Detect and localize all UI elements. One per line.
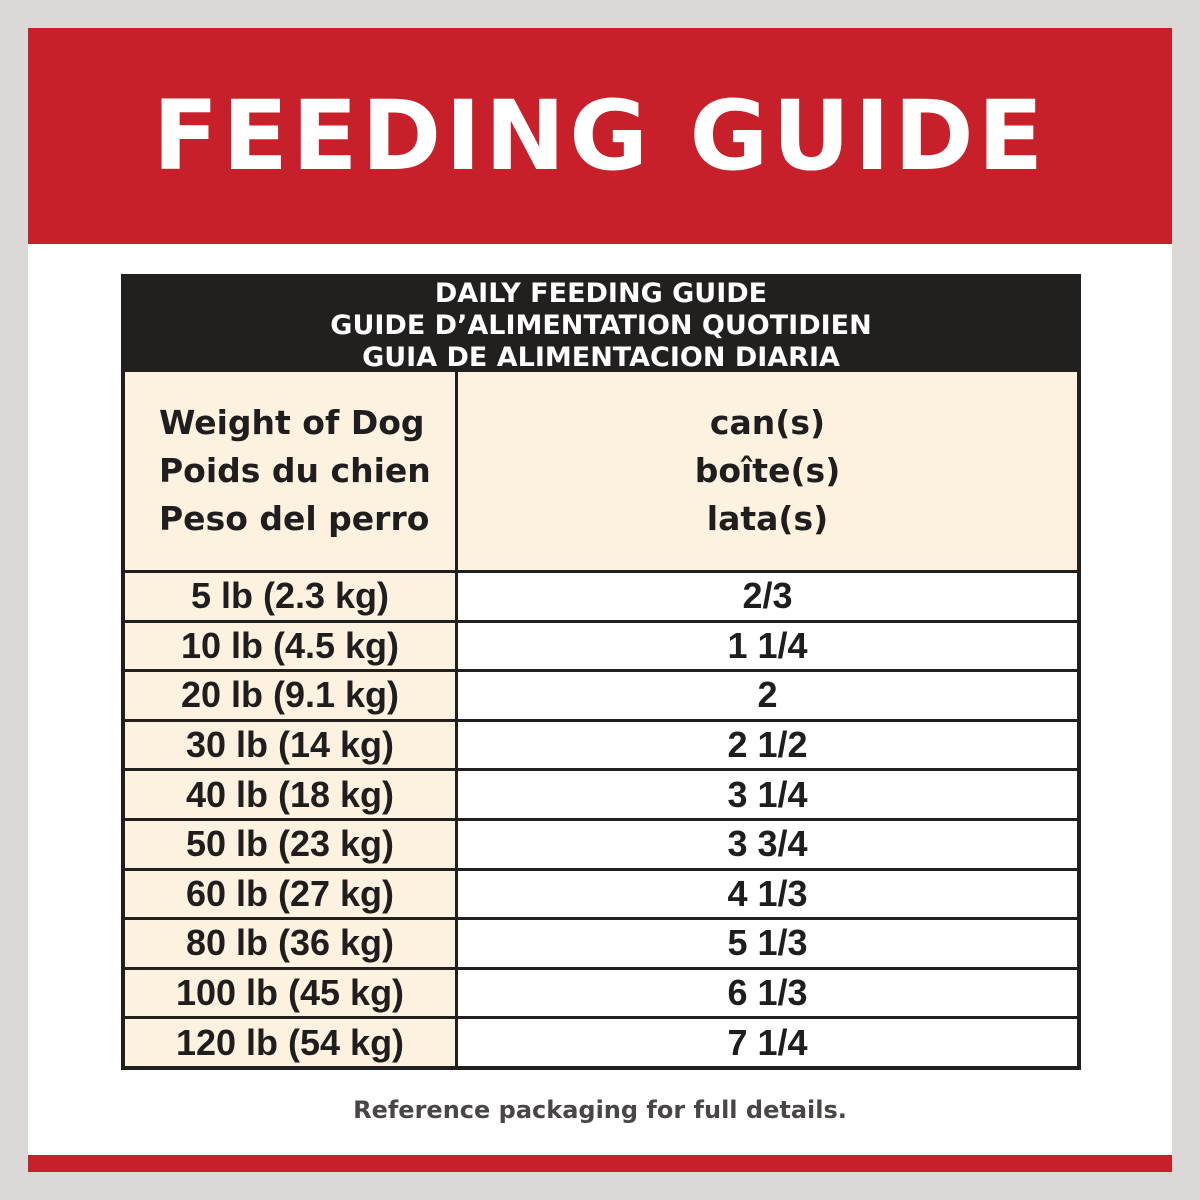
table-title-english: DAILY FEEDING GUIDE (434, 278, 768, 309)
amount-column-header: can(s) boîte(s) lata(s) (458, 372, 1077, 570)
weight-cell: 60 lb (27 kg) (125, 870, 455, 918)
cans-cell: 4 1/3 (458, 870, 1077, 918)
weight-header-spanish: Peso del perro (159, 499, 430, 538)
title-banner: FEEDING GUIDE (28, 28, 1172, 244)
footer-note: Reference packaging for full details. (353, 1096, 847, 1124)
cans-cell: 7 1/4 (458, 1019, 1077, 1066)
cans-cell: 5 1/3 (458, 920, 1077, 967)
weight-cell: 20 lb (9.1 kg) (125, 672, 455, 719)
cans-cell: 2/3 (458, 573, 1077, 620)
amount-header-english: can(s) (709, 403, 826, 442)
weight-cell: 10 lb (4.5 kg) (125, 622, 455, 670)
bottom-accent-bar (28, 1155, 1172, 1172)
weight-header-english: Weight of Dog (159, 403, 425, 442)
cans-cell: 3 3/4 (458, 820, 1077, 868)
weight-cell: 50 lb (23 kg) (125, 820, 455, 868)
page-title: FEEDING GUIDE (152, 80, 1048, 192)
weight-cell: 80 lb (36 kg) (125, 920, 455, 967)
weight-header-french: Poids du chien (159, 451, 431, 490)
weight-cell: 30 lb (14 kg) (125, 721, 455, 769)
feeding-table: DAILY FEEDING GUIDE GUIDE D’ALIMENTATION… (121, 274, 1081, 1070)
cans-cell: 1 1/4 (458, 622, 1077, 670)
amount-header-french: boîte(s) (694, 451, 841, 490)
cans-cell: 3 1/4 (458, 771, 1077, 818)
weight-cell: 120 lb (54 kg) (125, 1019, 455, 1066)
amount-header-spanish: lata(s) (706, 499, 829, 538)
cans-cell: 2 1/2 (458, 721, 1077, 769)
table-title-french: GUIDE D’ALIMENTATION QUOTIDIEN (330, 310, 872, 341)
table-title: DAILY FEEDING GUIDE GUIDE D’ALIMENTATION… (121, 274, 1081, 373)
weight-cell: 100 lb (45 kg) (125, 969, 455, 1017)
weight-cell: 5 lb (2.3 kg) (125, 573, 455, 620)
weight-cell: 40 lb (18 kg) (125, 771, 455, 818)
table-grid: Weight of Dog Poids du chien Peso del pe… (125, 372, 1077, 1066)
cans-cell: 2 (458, 672, 1077, 719)
cans-cell: 6 1/3 (458, 969, 1077, 1017)
weight-column-header: Weight of Dog Poids du chien Peso del pe… (125, 372, 455, 570)
feeding-guide-card: FEEDING GUIDE DAILY FEEDING GUIDE GUIDE … (28, 28, 1172, 1172)
table-title-spanish: GUIA DE ALIMENTACION DIARIA (362, 342, 840, 373)
